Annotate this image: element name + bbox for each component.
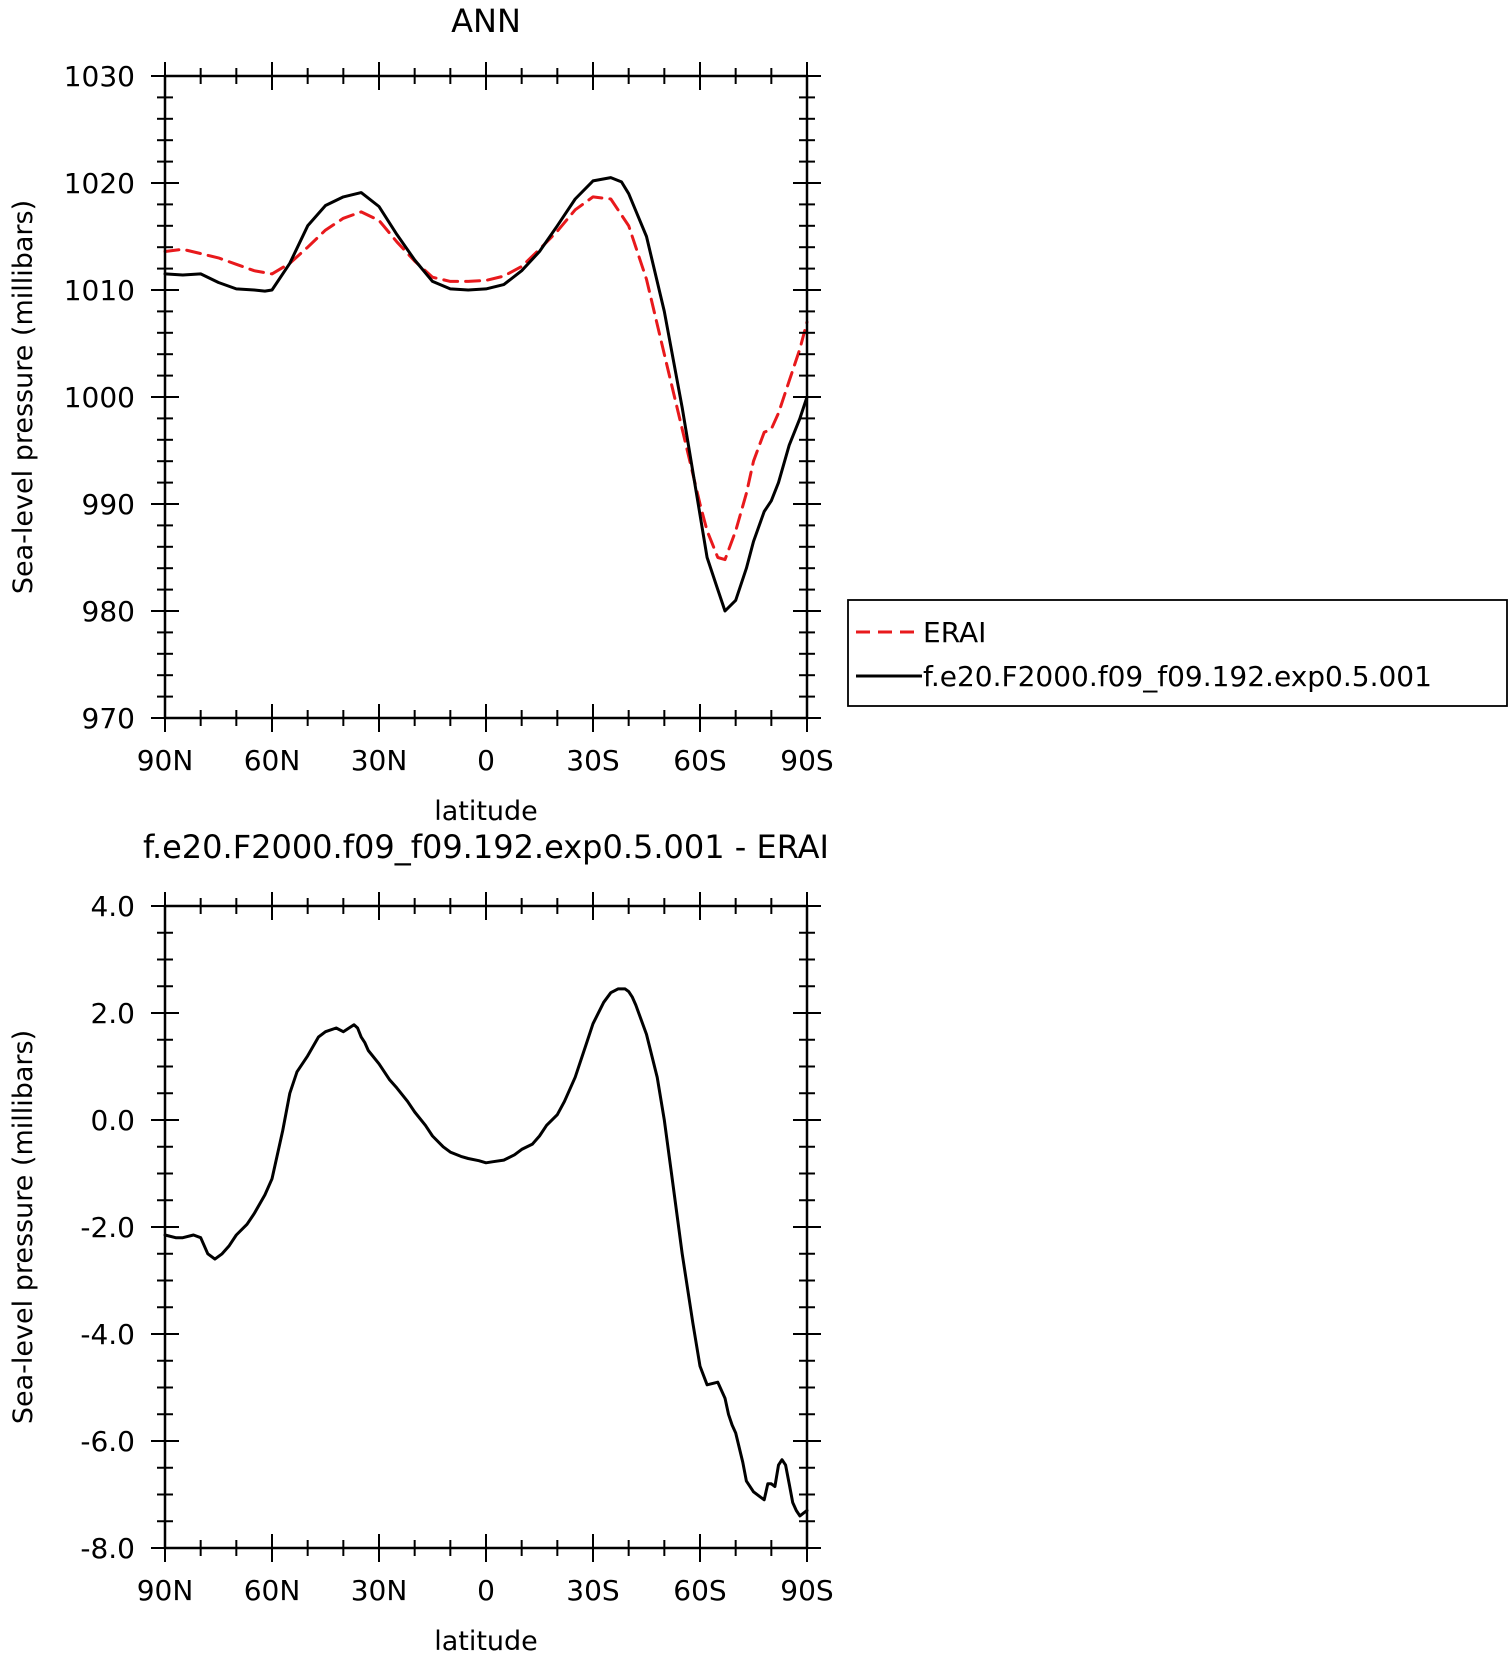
bottom-y-tick-label: -6.0 — [80, 1425, 135, 1458]
top-y-tick-label: 1000 — [64, 381, 135, 414]
legend-label-erai: ERAI — [923, 616, 986, 649]
bottom-series-layer — [163, 987, 809, 1518]
top-series-line-1 — [163, 176, 809, 613]
bottom-x-tick-label: 90N — [137, 1574, 194, 1607]
legend-label-model: f.e20.F2000.f09_f09.192.exp0.5.001 — [923, 660, 1432, 693]
top-y-tick-label: 980 — [82, 595, 135, 628]
top-y-tick-label: 970 — [82, 702, 135, 735]
bottom-x-tick-label: 60S — [673, 1574, 726, 1607]
top-y-tick-label: 990 — [82, 488, 135, 521]
top-ticks: 90N 60N 30N 0 30S 60S 90S 1030 1020 1010 1000 990 98… — [64, 60, 834, 777]
top-plot-title: ANN — [451, 2, 521, 40]
bottom-ticks: 90N 60N 30N 0 30S 60S 90S 4.0 2.0 0.0 -2.0 -4.0 -6.0… — [80, 890, 833, 1607]
top-x-tick-label: 30S — [566, 744, 619, 777]
bottom-x-tick-label: 30S — [566, 1574, 619, 1607]
top-x-axis-title: latitude — [434, 796, 538, 827]
top-x-tick-label: 60N — [244, 744, 301, 777]
bottom-series-line-0 — [163, 987, 809, 1518]
top-x-tick-label: 90S — [780, 744, 833, 777]
top-y-tick-label: 1010 — [64, 274, 135, 307]
bottom-x-tick-label: 60N — [244, 1574, 301, 1607]
top-series-layer — [163, 176, 809, 613]
top-x-tick-label: 60S — [673, 744, 726, 777]
bottom-x-tick-label: 30N — [351, 1574, 408, 1607]
bottom-x-axis-title: latitude — [434, 1626, 538, 1654]
bottom-y-axis-title: Sea-level pressure (millibars) — [8, 1030, 39, 1424]
top-y-axis-title: Sea-level pressure (millibars) — [8, 200, 39, 594]
bottom-plot-title: f.e20.F2000.f09_f09.192.exp0.5.001 - ERA… — [143, 828, 829, 866]
legend-box — [847, 599, 1508, 707]
legend: ERAI f.e20.F2000.f09_f09.192.exp0.5.001 — [847, 599, 1508, 707]
top-y-tick-label: 1030 — [64, 60, 135, 93]
top-x-tick-label: 0 — [477, 744, 495, 777]
top-x-tick-label: 90N — [137, 744, 194, 777]
bottom-y-tick-label: -8.0 — [80, 1532, 135, 1565]
bottom-y-tick-label: 0.0 — [90, 1104, 135, 1137]
bottom-y-tick-label: 2.0 — [90, 997, 135, 1030]
bottom-y-tick-label: -4.0 — [80, 1318, 135, 1351]
top-x-tick-label: 30N — [351, 744, 408, 777]
bottom-y-tick-label: -2.0 — [80, 1211, 135, 1244]
top-y-tick-label: 1020 — [64, 167, 135, 200]
bottom-panel: f.e20.F2000.f09_f09.192.exp0.5.001 - ERA… — [8, 828, 834, 1654]
top-panel: ANN 90N 60N 30N 0 30S 60S 90S10301020101010009… — [8, 2, 834, 827]
bottom-x-tick-label: 0 — [477, 1574, 495, 1607]
bottom-y-tick-label: 4.0 — [90, 890, 135, 923]
bottom-x-tick-label: 90S — [780, 1574, 833, 1607]
